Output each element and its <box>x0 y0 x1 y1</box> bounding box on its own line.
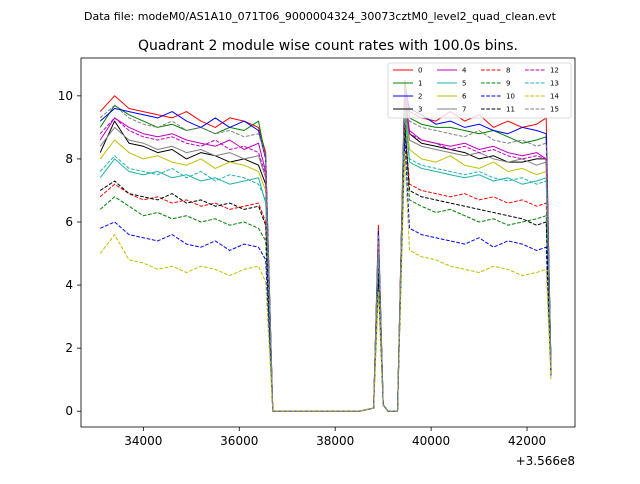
series-line-14 <box>99 152 552 412</box>
legend-label-11: 11 <box>506 106 515 114</box>
legend-label-0: 0 <box>418 67 422 75</box>
x-tick-label: 36000 <box>220 434 258 448</box>
suptitle: Data file: modeM0/AS1A10_071T06_90000043… <box>84 10 557 23</box>
chart-title: Quadrant 2 module wise count rates with … <box>138 38 518 54</box>
legend-label-7: 7 <box>462 106 466 114</box>
legend-label-6: 6 <box>462 93 467 101</box>
legend-label-10: 10 <box>506 93 515 101</box>
x-tick-label: 34000 <box>124 434 162 448</box>
y-tick-label: 8 <box>65 152 73 166</box>
legend-label-13: 13 <box>550 80 559 88</box>
series-line-15 <box>99 85 552 412</box>
legend-label-1: 1 <box>418 80 422 88</box>
legend-label-14: 14 <box>550 93 559 101</box>
legend-label-3: 3 <box>418 106 422 114</box>
y-tick-label: 4 <box>65 278 73 292</box>
legend-label-4: 4 <box>462 67 467 75</box>
legend-label-2: 2 <box>418 93 422 101</box>
x-tick-label: 38000 <box>316 434 354 448</box>
y-tick-label: 6 <box>65 215 73 229</box>
x-offset-label: +3.566e8 <box>516 454 575 468</box>
y-tick-label: 10 <box>58 89 73 103</box>
y-tick-label: 2 <box>65 341 73 355</box>
legend-label-9: 9 <box>506 80 510 88</box>
x-tick-label: 40000 <box>412 434 450 448</box>
legend-label-15: 15 <box>550 106 559 114</box>
x-tick-label: 42000 <box>508 434 546 448</box>
series-line-8 <box>99 120 552 412</box>
y-tick-label: 0 <box>65 404 73 418</box>
axes-frame <box>80 57 576 428</box>
legend-box <box>387 62 572 119</box>
legend-label-5: 5 <box>462 80 466 88</box>
plot-area: 34000 36000 38000 40000 42000024681001234567… <box>58 57 576 448</box>
legend-label-12: 12 <box>550 67 559 75</box>
legend-label-8: 8 <box>506 67 510 75</box>
